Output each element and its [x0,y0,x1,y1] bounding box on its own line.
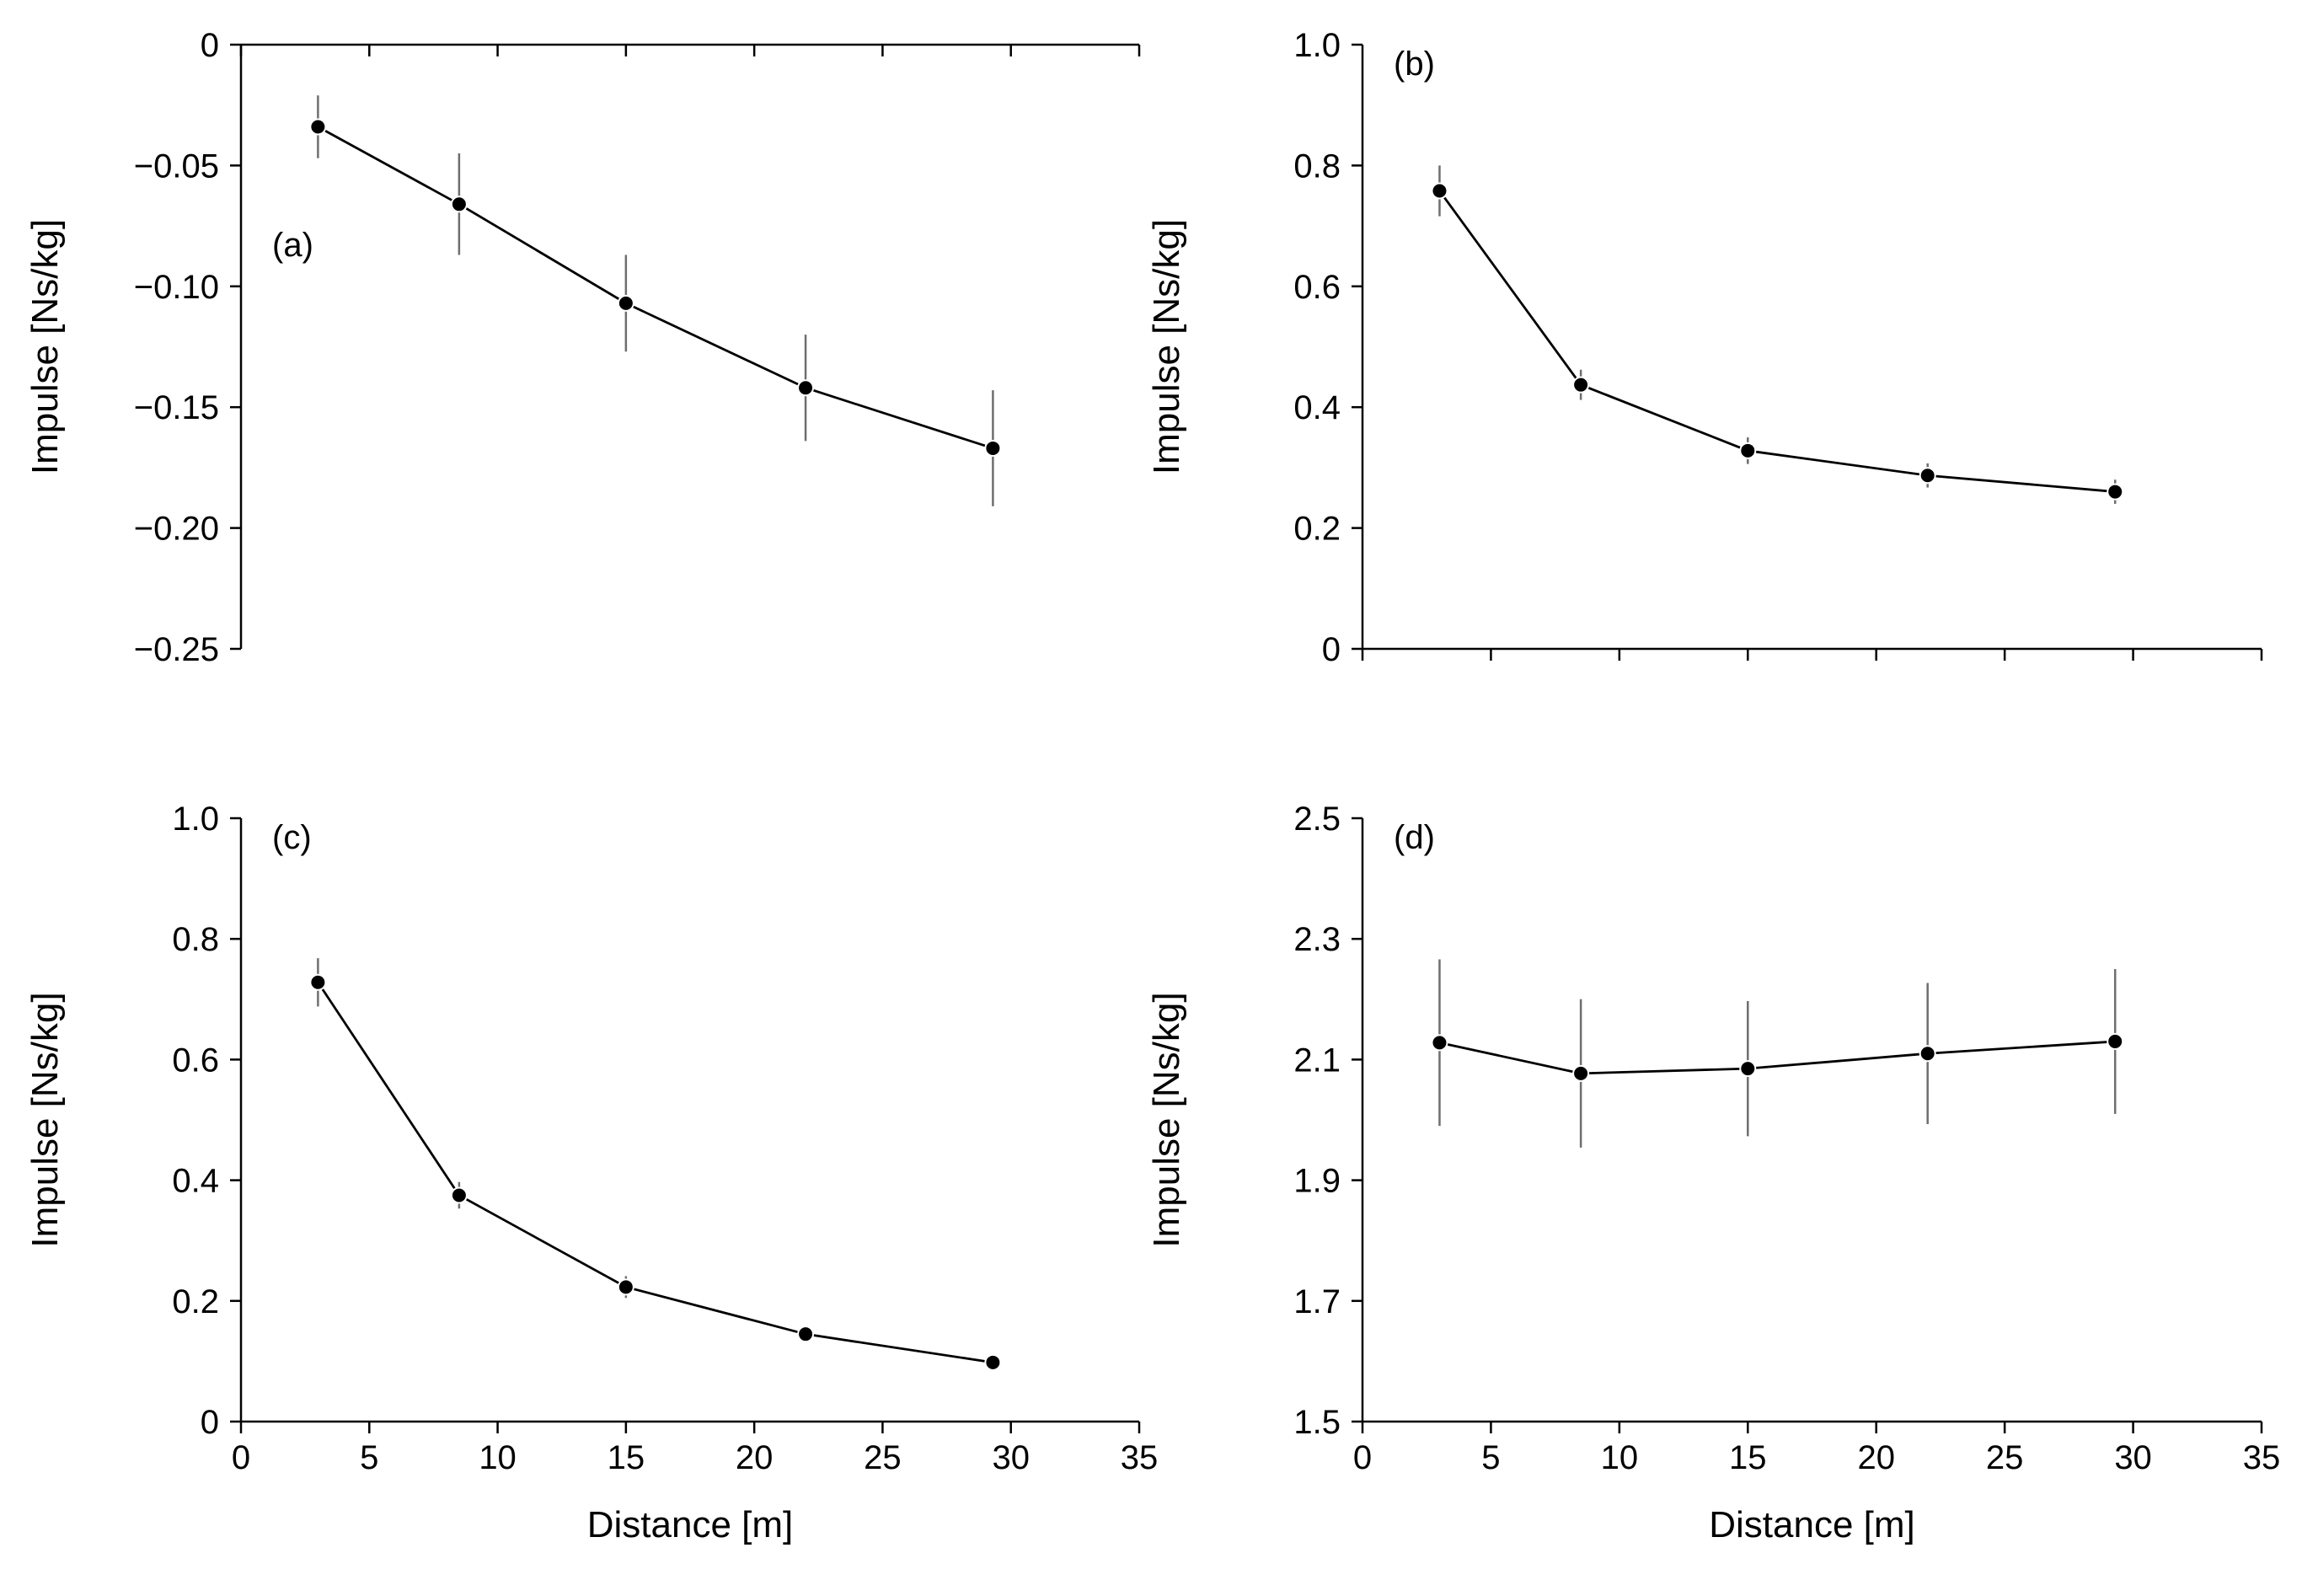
x-tick-label: 25 [864,1439,902,1476]
y-tick-label: −0.05 [134,147,219,185]
panel-label: (d) [1394,819,1435,856]
y-tick-label: 0.6 [1293,269,1341,306]
y-tick-label: 0.6 [172,1042,219,1079]
data-point [797,1326,815,1343]
y-axis-title: Impulse [Ns/kg] [1146,992,1187,1247]
x-tick-label: 25 [1986,1439,2024,1476]
y-tick-label: −0.25 [134,631,219,668]
y-tick-label: −0.20 [134,511,219,548]
data-point [450,1186,468,1204]
data-point [984,1353,1002,1371]
data-point [1919,467,1936,485]
series-line [317,126,993,450]
data-point [617,294,634,312]
y-tick-label: −0.10 [134,269,219,306]
y-tick-label: 1.7 [1293,1283,1341,1320]
y-tick-label: 0.8 [1293,147,1341,185]
data-point [1919,1045,1936,1063]
data-point [984,439,1002,457]
x-tick-label: 5 [360,1439,378,1476]
panel-b: 0 0.2 0.4 0.6 0.8 1.0 Impulse [Ns/kg] (b) [1146,27,2263,668]
data-point [617,1278,634,1296]
y-axis-title: Impulse [Ns/kg] [24,219,66,474]
data-point [2107,483,2124,501]
y-tick-label: 1.0 [1293,27,1341,64]
series-line [1438,190,2116,493]
series-line [1439,1040,2116,1075]
x-tick-label: 5 [1481,1439,1500,1476]
data-point [2107,1032,2124,1050]
panel-c: 0 0.2 0.4 0.6 0.8 1.0 0 5 10 15 20 25 30 35 Impulse [N… [24,801,1158,1545]
data-point [450,195,468,213]
data-point [1739,442,1757,459]
data-point [1431,182,1448,200]
x-tick-label: 0 [1353,1439,1372,1476]
y-tick-label: 0 [201,1404,219,1441]
data-point [309,118,327,136]
x-tick-label: 20 [736,1439,774,1476]
y-axis-title: Impulse [Ns/kg] [24,992,66,1247]
data-point [797,379,815,397]
x-tick-label: 15 [608,1439,645,1476]
panel-label: (a) [272,227,313,264]
panel-a: 0 −0.05 −0.10 −0.15 −0.20 −0.25 Impulse [Ns/kg… [24,27,1141,668]
x-axis-title: Distance [m] [1709,1504,1915,1545]
panel-label: (c) [272,819,312,856]
data-point [1431,1034,1448,1052]
y-axis-title: Impulse [Ns/kg] [1146,219,1187,474]
x-tick-label: 35 [1121,1439,1159,1476]
y-tick-label: 2.3 [1293,921,1341,958]
data-point [1739,1060,1757,1078]
x-tick-label: 20 [1857,1439,1895,1476]
x-tick-label: 0 [232,1439,250,1476]
x-tick-label: 10 [479,1439,517,1476]
y-tick-label: 0 [1322,631,1341,668]
y-tick-label: 0.8 [172,921,219,958]
y-tick-label: 2.1 [1293,1042,1341,1079]
y-tick-label: 0.4 [1293,389,1341,426]
x-tick-label: 35 [2243,1439,2281,1476]
y-tick-label: 1.5 [1293,1404,1341,1441]
y-tick-label: 0.4 [172,1163,219,1200]
x-tick-label: 30 [992,1439,1030,1476]
y-tick-label: 0.2 [1293,511,1341,548]
x-axis-title: Distance [m] [587,1504,794,1545]
x-tick-label: 15 [1729,1439,1767,1476]
y-tick-label: 1.9 [1293,1163,1341,1200]
panel-label: (b) [1394,46,1435,83]
x-tick-label: 10 [1601,1439,1639,1476]
y-tick-label: 0.2 [172,1283,219,1320]
y-tick-label: 0 [201,27,219,64]
y-tick-label: 1.0 [172,801,219,838]
series-line [317,981,993,1364]
data-point [1572,1064,1590,1082]
y-tick-label: 2.5 [1293,801,1341,838]
data-point [1572,376,1590,394]
panel-d: 1.5 1.7 1.9 2.1 2.3 2.5 0 5 10 15 20 25 30 35 Impulse … [1146,801,2280,1545]
x-tick-label: 30 [2114,1439,2152,1476]
data-point [309,973,327,991]
y-tick-label: −0.15 [134,389,219,426]
